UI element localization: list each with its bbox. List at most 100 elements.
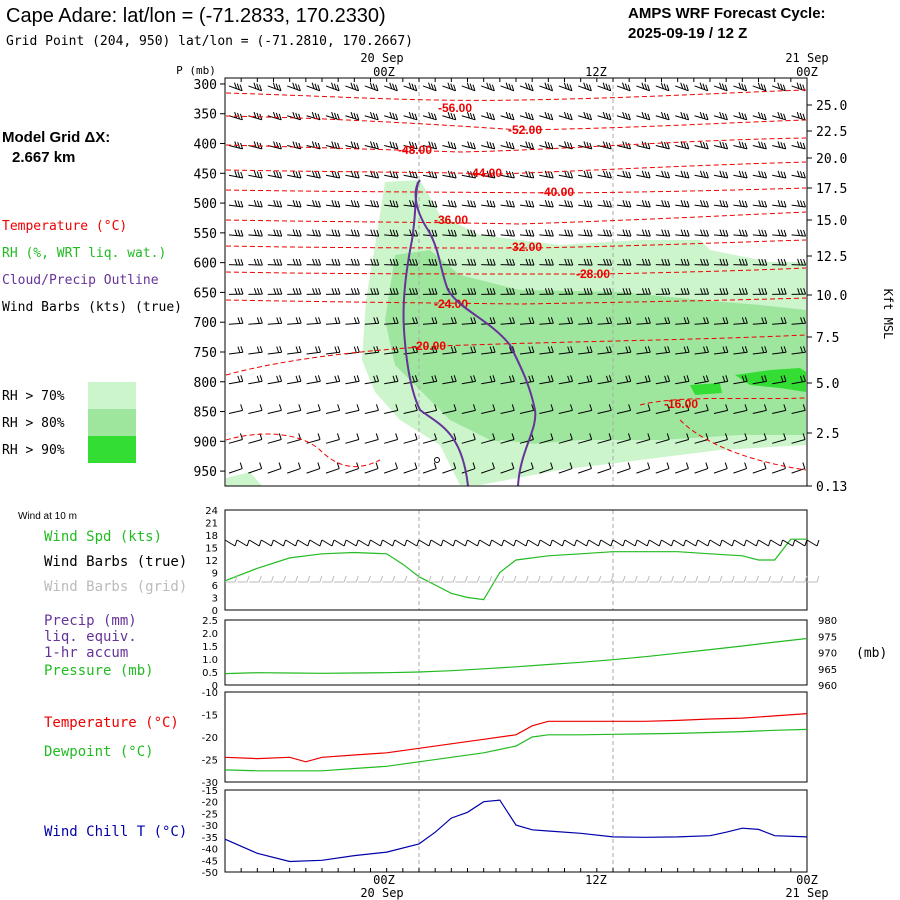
surface-wind-barb-grid [249,575,262,583]
wind-barb-flag [447,229,451,236]
wind-barb-flag [525,82,528,89]
wind-barb-staff [694,145,709,150]
wind-barb-flag [450,200,454,207]
wind-barb [694,346,709,355]
surface-wind-barb-true-staff [358,539,369,547]
surface-wind-barb-true-staff [806,539,818,547]
wind-barb-staff [713,174,728,179]
wind-barb [384,462,398,474]
bottom-day-start: 20 Sep [360,886,403,900]
wind-barb-staff [694,85,708,92]
windchill-ytick-label: -25 [202,809,218,820]
wind-barb-flag [738,200,742,207]
wind-barb-flag [703,288,707,295]
wind-barb-flag [583,170,587,177]
rh70-surface-patch-2 [500,440,550,470]
surface-wind-barb-grid [382,575,396,583]
wind-barb [791,317,807,325]
wind-barb-staff [616,174,631,179]
wind-barb-flag [469,112,473,120]
wind-barb [422,375,438,385]
wind-barb-staff [364,174,379,179]
wind-barb-flag [722,229,726,236]
legend-rh90-label: RH > 90% [2,443,65,458]
wind-barb-flag [603,288,607,295]
wind-barb [422,200,438,208]
wind-barb [752,111,767,121]
wind-barb-flag [744,433,748,440]
surface-wind-barb-true [455,539,468,547]
wind-barb-flag [763,142,767,150]
wind-barb [578,375,593,385]
wind-barb-flag [311,111,315,119]
wind-barb-flag [375,433,379,440]
wind-barb-flag [312,200,315,207]
wind-barb-flag [664,200,668,207]
wind-barb-staff [248,380,263,385]
wind-barb [384,200,399,208]
wind-barb-flag [506,288,510,295]
wind-barb-flag [721,83,725,90]
wind-barb-flag [240,288,244,295]
wind-barb-flag [547,112,551,120]
wind-barb-staff [481,174,496,179]
wind-barb-flag [434,200,438,208]
wind-barb-flag [511,375,515,382]
wind-barb-flag [295,200,299,207]
wind-barb-flag [314,171,318,178]
wind-barb-flag [392,229,396,236]
surface-wind-barb-grid-flag [622,575,626,583]
wind-barb-flag [583,229,587,236]
wind-barb-flag [450,346,454,353]
model-grid-value: 2.667 km [12,149,75,166]
wind-barb-flag [800,288,804,295]
wind-barb [597,141,612,150]
surface-wind-barb-true [297,539,311,547]
wind-barb-staff [228,351,243,355]
wind-barb [267,258,283,266]
wind-barb-flag [234,200,238,207]
wind-barb-flag [331,82,334,89]
wind-barb-flag [334,112,337,120]
wind-barb-flag [586,229,590,236]
wind-barb [345,288,360,295]
wind-barb-staff [713,234,728,237]
surface-wind-barb-true [442,539,456,547]
wind-barb-flag [550,200,554,208]
wind-barb-flag [472,113,476,120]
wind-barb-staff [733,204,748,208]
wind-barb-flag [392,375,396,383]
wind-barb-flag [531,317,535,324]
wind-barb-staff [675,115,689,121]
wind-barb [403,317,419,325]
wind-barb [675,346,690,355]
surface-wind-barb-grid [225,575,238,583]
wind-barb-flag [337,171,341,179]
wind-barb-flag [528,142,532,149]
wind-barb-flag [350,170,354,177]
wind-barb-staff [752,351,767,355]
wind-barb-staff [597,115,612,121]
wind-barb-flag [473,346,477,353]
wind-barb-flag [608,113,612,120]
wind-barb-flag [486,141,490,148]
vertical-profile-panel [226,180,806,486]
wind-barb-flag [550,288,554,295]
wind-barb-flag [428,200,432,207]
wind-barb-flag [239,462,243,469]
wind-barb-staff [267,204,282,208]
wind-barb [772,462,786,474]
wind-barb-staff [403,145,418,150]
wind-barb-flag [664,346,668,353]
wind-barb-flag [628,404,632,411]
wind-barb [791,170,806,179]
wind-barb-staff [481,438,495,444]
surface-wind-barb-true [333,539,347,547]
wind-barb-flag [799,112,803,120]
wind-barb-flag [800,229,804,236]
wind-barb-flag [492,317,496,324]
wind-barb-flag [661,170,665,177]
wind-barb-staff [655,468,670,474]
dewpoint-line [224,728,808,772]
isotherm-36 [225,211,807,225]
